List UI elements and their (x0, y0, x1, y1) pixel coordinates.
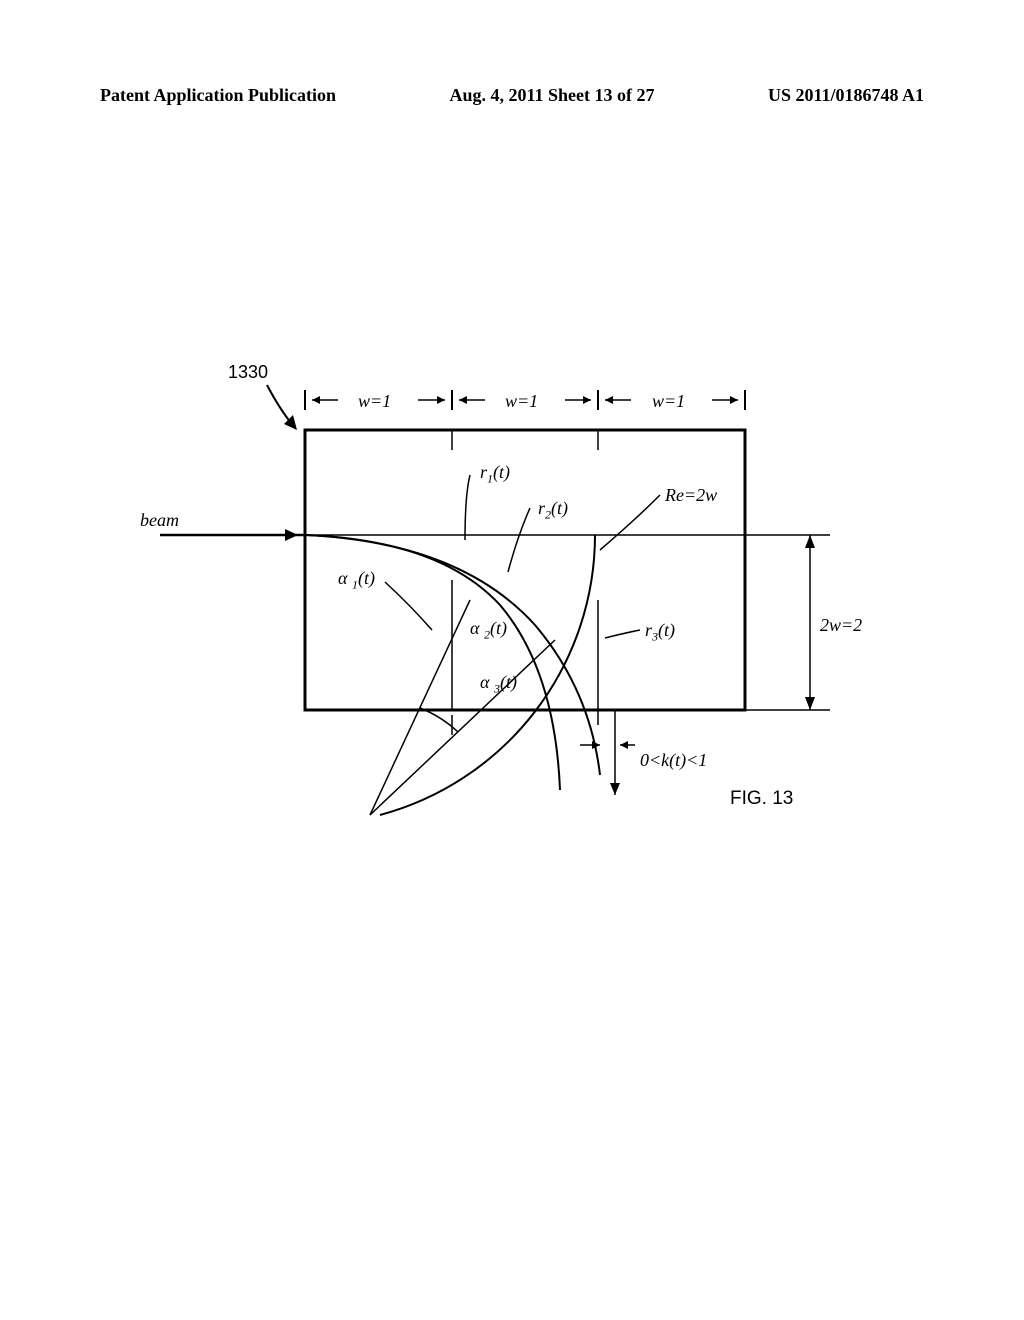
label-alpha2: α 2(t) (470, 618, 507, 643)
label-beam: beam (140, 510, 179, 531)
label-w1: w=1 (358, 391, 391, 412)
label-2w: 2w=2 (820, 615, 862, 636)
label-r2: r2(t) (538, 498, 568, 523)
label-1330: 1330 (228, 362, 268, 383)
label-alpha3: α 3(t) (480, 672, 517, 697)
label-re: Re=2w (665, 485, 717, 506)
label-r1: r1(t) (480, 462, 510, 487)
label-alpha1: α 1(t) (338, 568, 375, 593)
header-right: US 2011/0186748 A1 (768, 85, 924, 106)
header-center: Aug. 4, 2011 Sheet 13 of 27 (449, 85, 654, 106)
figure-number: FIG. 13 (730, 788, 793, 810)
header-left: Patent Application Publication (100, 85, 336, 106)
label-w2: w=1 (505, 391, 538, 412)
label-r3: r3(t) (645, 620, 675, 645)
label-kt: 0<k(t)<1 (640, 750, 707, 771)
label-w3: w=1 (652, 391, 685, 412)
figure-13: 1330 beam w=1 w=1 w=1 r1(t) r2(t) r3(t) … (160, 380, 880, 860)
